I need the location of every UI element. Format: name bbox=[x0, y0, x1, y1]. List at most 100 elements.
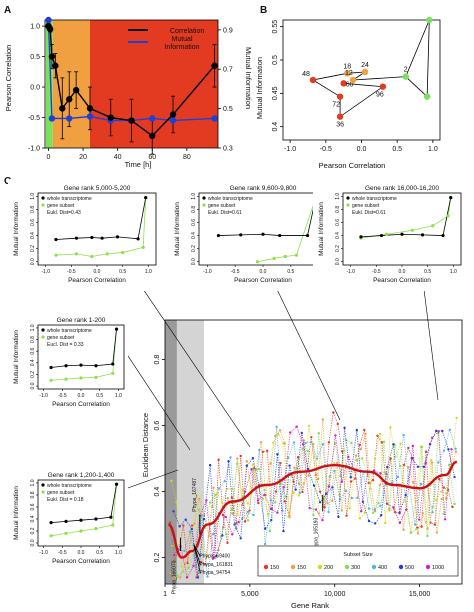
trace-point bbox=[334, 434, 337, 437]
y-tick-label: 0.0 bbox=[30, 85, 40, 92]
annotation-arrow bbox=[193, 544, 201, 574]
inset-point-subset bbox=[49, 378, 53, 382]
inset-point-subset bbox=[105, 252, 109, 256]
panel-label-a: A bbox=[4, 5, 11, 16]
trace-point bbox=[441, 429, 444, 433]
inset-x-tick-label: -1.0 bbox=[39, 550, 48, 556]
x-tick-label: 1 bbox=[163, 591, 167, 598]
inset-distance: Eucl. Dist = 0.33 bbox=[47, 342, 84, 348]
inset-y-tick-label: 0.0 bbox=[30, 382, 36, 389]
trace-point bbox=[279, 461, 282, 465]
inset-point-subset bbox=[255, 260, 260, 264]
inset-point-whole bbox=[216, 233, 221, 238]
y-tick-label: 0.2 bbox=[154, 553, 161, 563]
trace-point bbox=[379, 504, 382, 507]
inset-line-subset bbox=[51, 484, 117, 537]
point-correlation bbox=[72, 86, 80, 94]
trace-point bbox=[355, 459, 358, 462]
trace-point bbox=[312, 455, 316, 458]
inset-x-tick-label: 1.0 bbox=[450, 269, 457, 275]
annotation-gene: Phypa_165193 bbox=[314, 517, 320, 551]
inset-x-tick-label: 0.0 bbox=[399, 269, 406, 275]
trace-point bbox=[435, 429, 438, 433]
trace-point bbox=[424, 450, 428, 453]
point-label: 48 bbox=[302, 71, 310, 78]
trace-point bbox=[175, 501, 178, 504]
trace-point bbox=[378, 432, 382, 436]
trace-point bbox=[453, 475, 456, 479]
trace-point bbox=[398, 511, 401, 514]
trace-point bbox=[179, 576, 182, 579]
x-tick-label: -0.5 bbox=[320, 146, 332, 153]
inset-legend-swatch-subset bbox=[41, 203, 45, 207]
inset-point-subset bbox=[79, 529, 83, 533]
inset-point-whole bbox=[64, 519, 68, 524]
inset-point-subset bbox=[94, 527, 98, 531]
trace-point bbox=[257, 501, 260, 505]
trace-point bbox=[376, 434, 379, 437]
trajectory-line bbox=[405, 76, 428, 97]
trace-point bbox=[176, 575, 179, 578]
y-tick-label: 0.45 bbox=[272, 86, 279, 100]
trace-point bbox=[224, 515, 227, 519]
inset-legend-swatch-whole bbox=[41, 328, 45, 332]
inset-point-subset bbox=[49, 534, 53, 538]
trace-point bbox=[455, 416, 458, 420]
trace-point bbox=[325, 492, 328, 495]
trace-point bbox=[276, 511, 279, 514]
inset-point-subset bbox=[94, 375, 98, 379]
trace-point bbox=[184, 518, 187, 521]
point-label: 72 bbox=[332, 102, 340, 109]
trace-point bbox=[422, 465, 426, 468]
y-tick-label: 0.5 bbox=[272, 55, 279, 65]
trace-point bbox=[272, 441, 275, 444]
trace-point bbox=[268, 529, 272, 533]
point-mutual-information bbox=[66, 115, 73, 122]
trace-point bbox=[230, 496, 234, 499]
trace-point bbox=[231, 533, 234, 536]
inset-y-tick-label: 1.0 bbox=[191, 193, 197, 200]
inset-point-whole bbox=[100, 236, 104, 240]
trace-point bbox=[221, 502, 224, 505]
inset-y-tick-label: 0.6 bbox=[191, 219, 197, 226]
panel-b-ylabel: Mutual Information bbox=[255, 57, 264, 119]
trace-point bbox=[198, 508, 201, 511]
trace-point bbox=[275, 425, 278, 429]
x-tick-label: 5,000 bbox=[241, 591, 259, 598]
x-tick-label: 80 bbox=[183, 154, 191, 161]
trace-point bbox=[442, 449, 446, 452]
trace-point bbox=[438, 477, 441, 481]
inset-point-whole bbox=[90, 235, 94, 240]
trace-point bbox=[367, 507, 371, 510]
point-mutual-information bbox=[211, 115, 218, 122]
inset-legend-subset: gene subset bbox=[352, 203, 380, 209]
trace-point bbox=[256, 499, 260, 502]
trace-point bbox=[227, 460, 230, 463]
trace-point bbox=[298, 491, 301, 495]
trace-point bbox=[321, 518, 324, 522]
trace-point bbox=[170, 544, 174, 548]
panel-a-xlabel: Time [h] bbox=[125, 160, 152, 169]
inset-point-whole bbox=[305, 233, 310, 238]
trace-point bbox=[301, 443, 305, 446]
inset-distance: Eukl. Dist=0.61 bbox=[208, 210, 242, 216]
trace-point bbox=[304, 441, 307, 445]
panel-c-insets: Gene rank 5,000-5,200 whole transcriptome… bbox=[8, 181, 465, 572]
trace-point bbox=[454, 450, 458, 453]
inset-point-subset bbox=[431, 224, 435, 228]
trace-point bbox=[269, 462, 272, 465]
inset-x-tick-label: 0.0 bbox=[78, 550, 85, 556]
trace-point bbox=[192, 564, 195, 568]
trace-point bbox=[411, 444, 414, 448]
trace-point bbox=[333, 462, 336, 465]
inset-xlabel: Pearson Correlation bbox=[52, 401, 110, 408]
trace-point bbox=[208, 501, 212, 504]
inset-legend-whole: whole transcriptome bbox=[47, 328, 92, 334]
inset-line-whole bbox=[218, 197, 317, 236]
trace-point bbox=[358, 443, 362, 447]
inset-legend-subset: gene subset bbox=[208, 203, 236, 209]
trace-point bbox=[302, 482, 306, 485]
trace-point bbox=[363, 511, 367, 514]
trace-point bbox=[241, 488, 244, 492]
trace-point bbox=[250, 468, 253, 471]
